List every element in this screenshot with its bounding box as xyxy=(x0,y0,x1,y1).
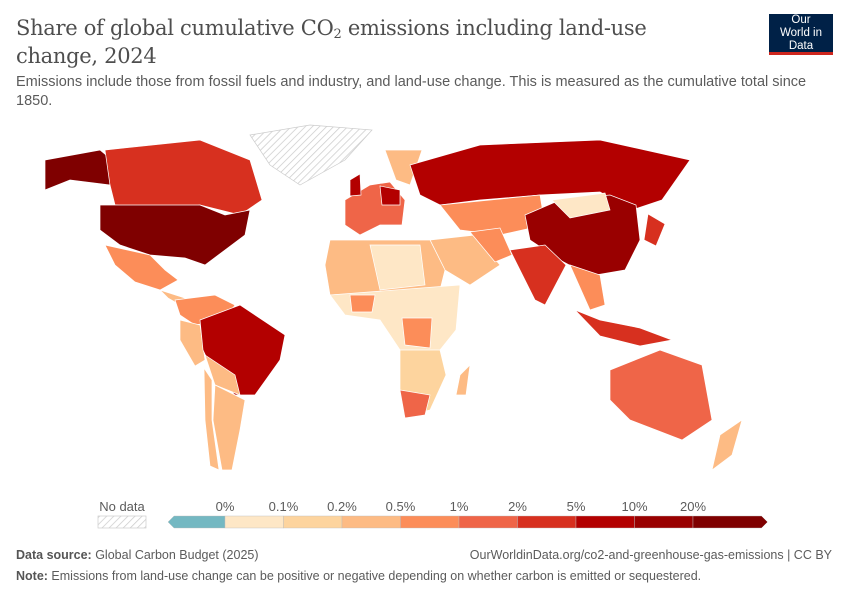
legend-bin[interactable] xyxy=(692,515,768,529)
country[interactable] xyxy=(329,284,461,361)
legend-bin[interactable] xyxy=(341,515,401,529)
country[interactable] xyxy=(203,366,220,471)
country[interactable] xyxy=(99,204,251,266)
country[interactable] xyxy=(469,227,513,263)
country[interactable] xyxy=(711,419,743,471)
country[interactable] xyxy=(384,149,423,186)
country[interactable] xyxy=(212,384,246,471)
country[interactable] xyxy=(439,194,546,236)
country[interactable] xyxy=(104,139,263,216)
country[interactable] xyxy=(204,354,241,396)
legend-bin[interactable] xyxy=(283,515,343,529)
owid-logo[interactable]: Our World in Data xyxy=(769,14,833,55)
legend-bin[interactable] xyxy=(400,515,460,529)
country[interactable] xyxy=(349,294,376,313)
legend-bin[interactable] xyxy=(167,515,226,529)
legend-bin[interactable] xyxy=(224,515,284,529)
legend-threshold-label: 5% xyxy=(566,499,586,514)
legend-bin[interactable] xyxy=(575,515,635,529)
country[interactable] xyxy=(199,304,286,396)
country[interactable] xyxy=(401,317,433,349)
legend-bin[interactable] xyxy=(458,515,518,529)
country[interactable] xyxy=(379,185,401,206)
legend-threshold-label: 0% xyxy=(215,499,235,514)
title-text: Share of global cumulative CO xyxy=(16,16,334,40)
title-text-rest: emissions including land-use change, 202… xyxy=(16,16,647,68)
country[interactable] xyxy=(409,139,691,211)
note: Note: Emissions from land-use change can… xyxy=(16,569,701,583)
country[interactable] xyxy=(574,309,674,347)
country[interactable] xyxy=(349,173,362,197)
country[interactable] xyxy=(551,192,611,219)
title-subscript: 2 xyxy=(333,27,342,42)
country[interactable] xyxy=(369,244,426,291)
legend-bin[interactable] xyxy=(517,515,577,529)
source-label: Data source: xyxy=(16,548,92,562)
legend: No data 0% 0.1% 0.2% 0.5% 1% 2% 5% 10% 20% xyxy=(0,495,850,535)
legend-threshold-label: 10% xyxy=(621,499,648,514)
country[interactable] xyxy=(179,319,206,367)
legend-threshold-label: 1% xyxy=(449,499,469,514)
country[interactable] xyxy=(44,149,113,191)
country-no-data[interactable] xyxy=(249,124,373,186)
note-label: Note: xyxy=(16,569,48,583)
country[interactable] xyxy=(643,213,666,247)
country[interactable] xyxy=(509,244,567,306)
country[interactable] xyxy=(609,349,713,441)
no-data-swatch xyxy=(97,515,147,529)
legend-threshold-label: 20% xyxy=(679,499,707,514)
legend-threshold-label: 0.1% xyxy=(268,499,299,514)
note-text: Emissions from land-use change can be po… xyxy=(47,569,702,583)
legend-bar xyxy=(97,515,768,529)
legend-bin[interactable] xyxy=(634,515,694,529)
legend-threshold-label: 0.2% xyxy=(327,499,357,514)
subtitle: Emissions include those from fossil fuel… xyxy=(16,74,807,109)
world-map xyxy=(44,124,743,471)
country[interactable] xyxy=(104,244,179,291)
data-source: Data source: Global Carbon Budget (2025) xyxy=(16,548,259,562)
source-text[interactable]: Global Carbon Budget (2025) xyxy=(91,548,259,562)
logo-text: Our World in Data xyxy=(780,13,822,52)
legend-threshold-label: 0.5% xyxy=(385,499,416,514)
country[interactable] xyxy=(399,389,431,419)
country[interactable] xyxy=(569,264,606,311)
page-title: Share of global cumulative CO2 emissions… xyxy=(16,14,716,70)
source-url[interactable]: OurWorldinData.org/co2-and-greenhouse-ga… xyxy=(469,548,832,562)
no-data-label: No data xyxy=(99,499,145,514)
legend-threshold-label: 2% xyxy=(508,499,527,514)
country[interactable] xyxy=(455,364,471,396)
